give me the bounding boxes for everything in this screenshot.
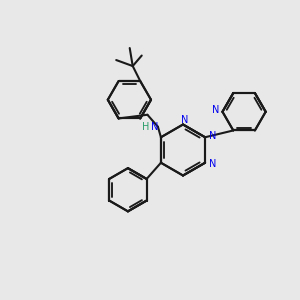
Text: H: H: [142, 122, 150, 132]
Text: N: N: [209, 131, 216, 141]
Text: N: N: [181, 115, 188, 125]
Text: N: N: [212, 105, 220, 115]
Text: N: N: [209, 159, 216, 169]
Text: N: N: [151, 122, 159, 132]
